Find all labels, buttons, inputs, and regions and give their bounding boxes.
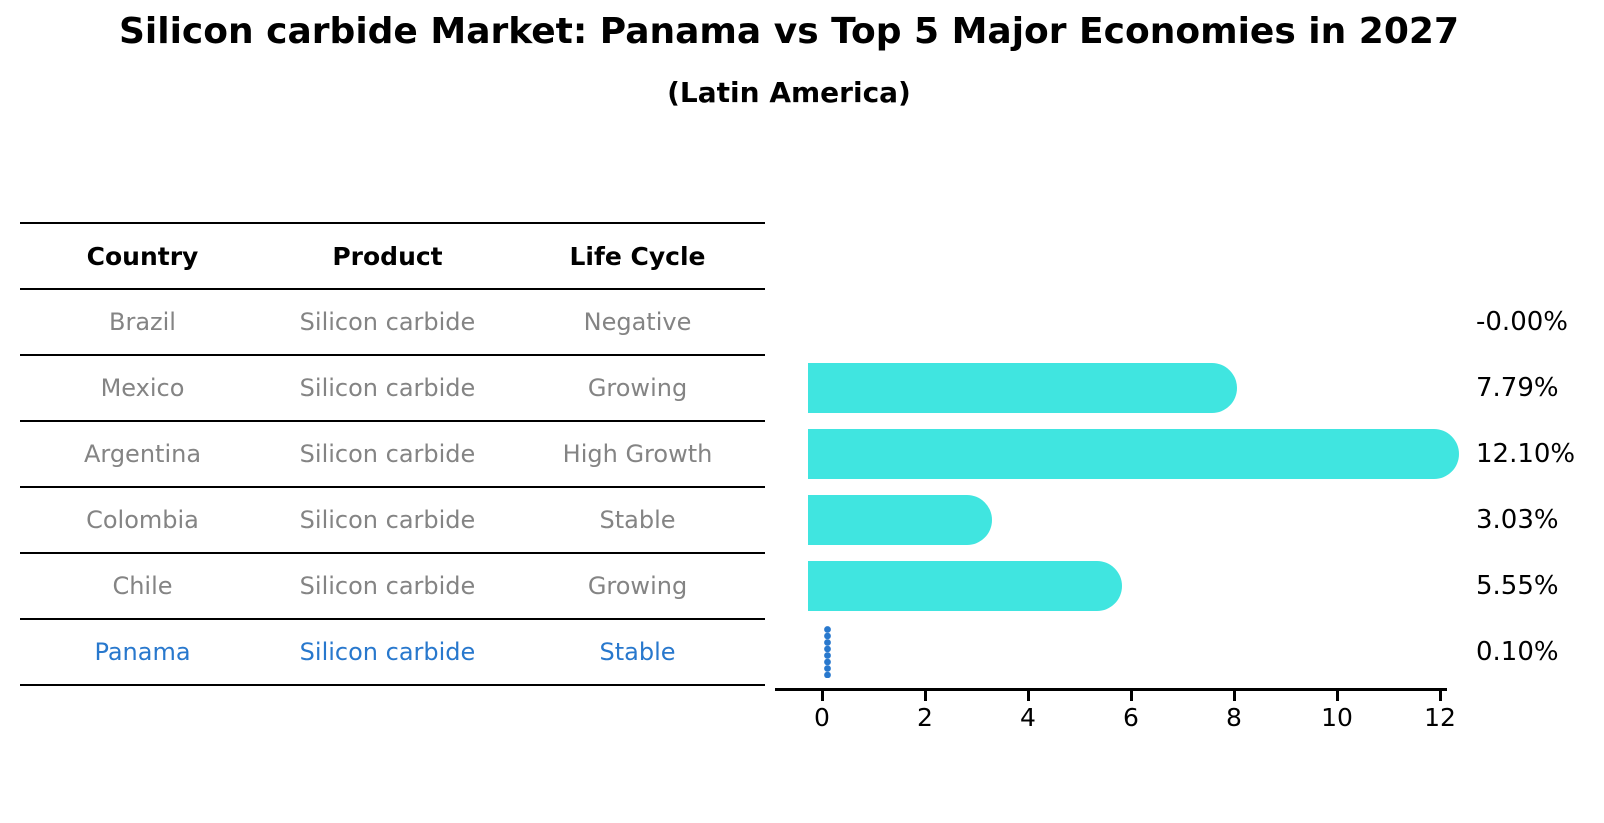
cell-country: Chile: [112, 572, 173, 600]
cell-country: Brazil: [109, 308, 176, 336]
cell-product: Silicon carbide: [299, 572, 476, 600]
value-label-colombia: 3.03%: [1476, 505, 1559, 535]
x-tick-label-8: 8: [1226, 703, 1242, 732]
value-label-panama: 0.10%: [1476, 637, 1559, 667]
cell-lifecycle: High Growth: [562, 440, 713, 468]
cell-product: Silicon carbide: [299, 374, 476, 402]
country-table: Country Product Life Cycle Brazil Silicon…: [20, 222, 765, 686]
x-tick-0: [821, 691, 824, 701]
x-tick-label-12: 12: [1424, 703, 1456, 732]
x-tick-label-4: 4: [1020, 703, 1036, 732]
x-tick-label-0: 0: [814, 703, 830, 732]
table-row-panama: Panama Silicon carbide Stable: [20, 620, 765, 686]
x-tick-2: [924, 691, 927, 701]
cell-country: Mexico: [100, 374, 185, 402]
cell-lifecycle: Growing: [587, 374, 688, 402]
table-row-mexico: Mexico Silicon carbide Growing: [20, 356, 765, 422]
bar-mexico: [808, 363, 1237, 413]
cell-product: Silicon carbide: [299, 440, 476, 468]
cell-lifecycle: Stable: [599, 506, 676, 534]
bar-chile: [808, 561, 1122, 611]
table-header-country: Country: [86, 241, 199, 271]
cell-product: Silicon carbide: [299, 638, 476, 666]
table-row-colombia: Colombia Silicon carbide Stable: [20, 488, 765, 554]
x-axis-line: [775, 688, 1447, 691]
value-label-argentina: 12.10%: [1476, 439, 1576, 469]
value-label-brazil: -0.00%: [1476, 307, 1568, 337]
x-tick-label-6: 6: [1123, 703, 1139, 732]
chart-subtitle: (Latin America): [667, 76, 911, 109]
value-label-mexico: 7.79%: [1476, 373, 1559, 403]
cell-country: Panama: [94, 638, 191, 666]
table-header-product: Product: [332, 241, 443, 271]
cell-product: Silicon carbide: [299, 308, 476, 336]
table-row-brazil: Brazil Silicon carbide Negative: [20, 290, 765, 356]
table-header-row: Country Product Life Cycle: [20, 224, 765, 290]
x-tick-8: [1233, 691, 1236, 701]
cell-lifecycle: Growing: [587, 572, 688, 600]
table-body: Brazil Silicon carbide Negative Mexico Silic…: [20, 290, 765, 686]
chart-title: Silicon carbide Market: Panama vs Top 5 …: [118, 11, 1459, 52]
table-row-chile: Chile Silicon carbide Growing: [20, 554, 765, 620]
cell-lifecycle: Negative: [583, 308, 692, 336]
cell-country: Argentina: [83, 440, 202, 468]
x-tick-4: [1027, 691, 1030, 701]
x-tick-label-2: 2: [917, 703, 933, 732]
x-tick-6: [1130, 691, 1133, 701]
cell-lifecycle: Stable: [599, 638, 676, 666]
x-tick-10: [1336, 691, 1339, 701]
bar-argentina: [808, 429, 1459, 479]
bar-colombia: [808, 495, 992, 545]
x-tick-12: [1439, 691, 1442, 701]
cell-product: Silicon carbide: [299, 506, 476, 534]
value-label-chile: 5.55%: [1476, 571, 1559, 601]
cell-country: Colombia: [86, 506, 199, 534]
table-row-argentina: Argentina Silicon carbide High Growth: [20, 422, 765, 488]
highlight-dotted-marker-panama: [824, 626, 832, 678]
x-tick-label-10: 10: [1321, 703, 1353, 732]
table-header-lifecycle: Life Cycle: [569, 241, 706, 271]
